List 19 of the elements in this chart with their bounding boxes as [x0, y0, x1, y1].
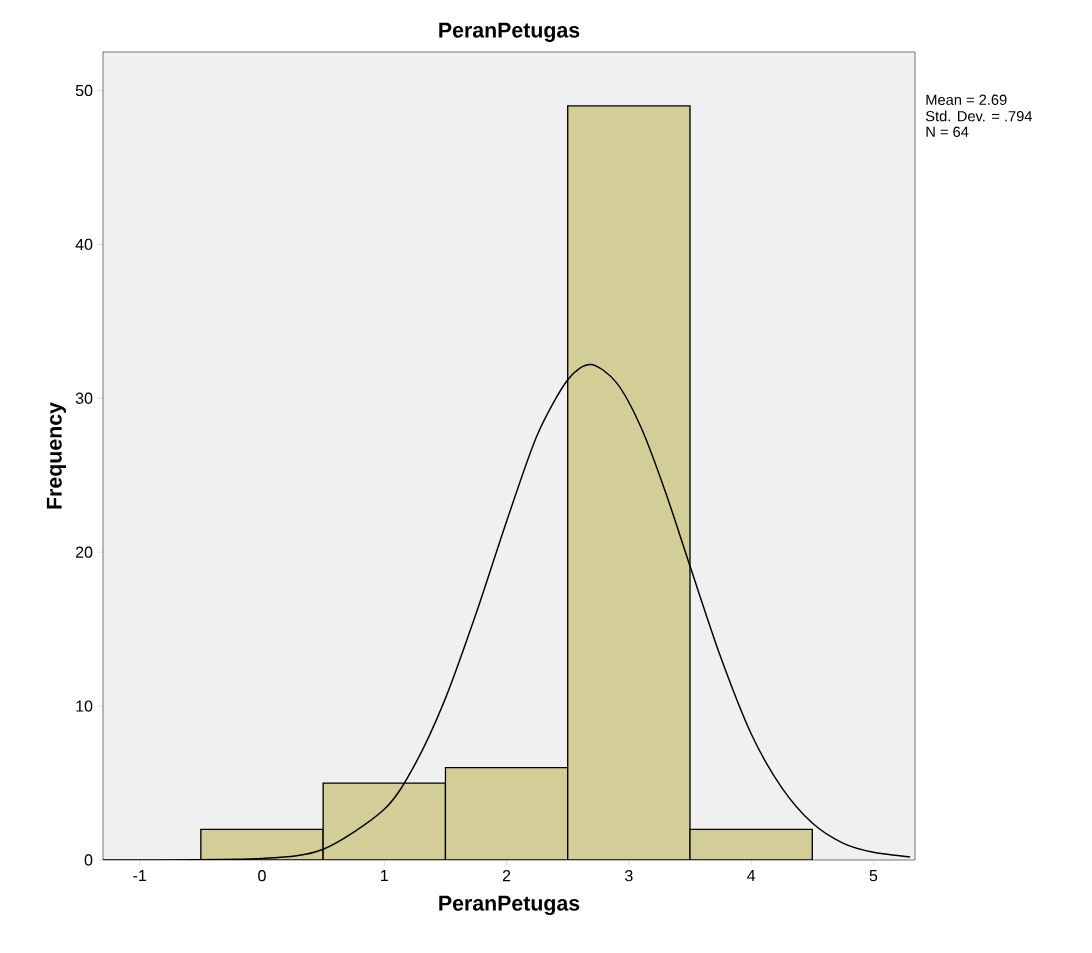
x-tick-label: 2 — [502, 870, 511, 882]
text: N = 64 — [926, 126, 969, 137]
y-axis-title: Frequency — [46, 402, 67, 509]
x-axis-title: PeranPetugas — [439, 895, 580, 916]
x-tick-label: 3 — [625, 870, 633, 882]
chart-title: PeranPetugas — [439, 22, 580, 42]
x-tick-label: 1 — [381, 870, 388, 882]
x-tick-label: 5 — [869, 870, 878, 882]
text: Mean = 2.69 — [926, 94, 1007, 105]
y-tick-label: 20 — [75, 546, 93, 558]
x-tick-label: 0 — [258, 870, 266, 882]
y-tick-label: 0 — [84, 854, 93, 866]
y-tick-label: 40 — [75, 238, 93, 251]
x-tick-label: -1 — [133, 870, 147, 882]
y-tick-label: 50 — [75, 84, 93, 97]
x-tick-label: 4 — [747, 870, 756, 882]
text: Std. Dev. = .794 — [925, 110, 1033, 122]
y-tick-label: 10 — [76, 700, 93, 712]
y-tick-label: 30 — [75, 392, 93, 404]
